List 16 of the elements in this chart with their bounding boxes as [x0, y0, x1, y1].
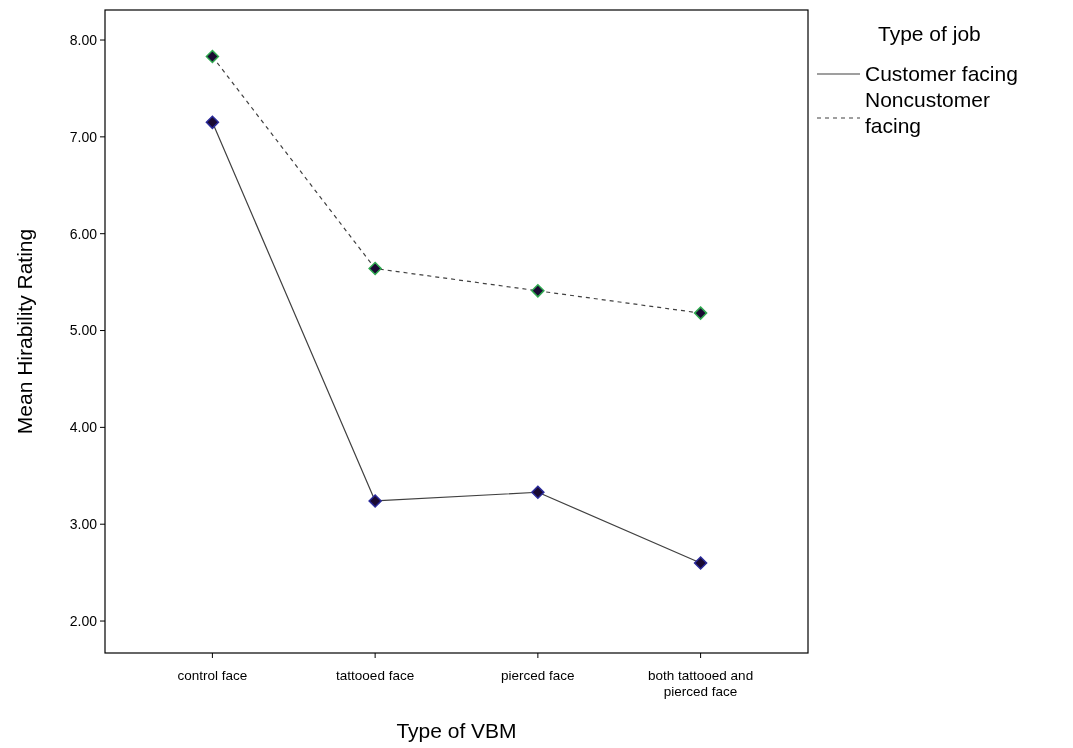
- x-tick-label: control face: [177, 668, 248, 683]
- x-tick-label: tattooed face: [336, 668, 415, 683]
- y-tick-label: 2.00: [69, 612, 98, 629]
- x-axis-title: Type of VBM: [396, 719, 517, 742]
- legend-label: Noncustomer facing: [865, 88, 990, 137]
- legend-label: Customer facing: [865, 62, 1018, 85]
- legend-title: Type of job: [878, 22, 981, 45]
- y-axis-title: Mean Hirability Rating: [13, 228, 36, 435]
- y-tick-label: 8.00: [69, 31, 98, 48]
- y-tick-label: 7.00: [69, 128, 98, 145]
- y-tick-label: 6.00: [69, 225, 98, 242]
- y-tick-label: 3.00: [69, 516, 98, 533]
- x-tick-label: both tattooed and pierced face: [648, 668, 754, 699]
- y-tick-label: 5.00: [69, 322, 98, 339]
- y-tick-label: 4.00: [69, 419, 98, 436]
- x-tick-label: pierced face: [501, 668, 575, 683]
